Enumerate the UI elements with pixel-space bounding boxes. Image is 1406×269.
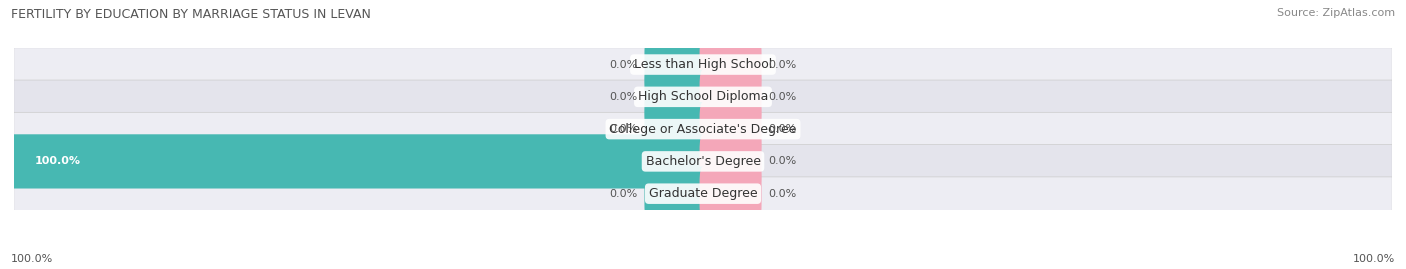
Text: Less than High School: Less than High School xyxy=(634,58,772,71)
FancyBboxPatch shape xyxy=(700,167,762,221)
FancyBboxPatch shape xyxy=(644,37,706,92)
FancyBboxPatch shape xyxy=(14,112,1392,146)
Text: 0.0%: 0.0% xyxy=(769,156,797,167)
Text: 0.0%: 0.0% xyxy=(609,124,637,134)
FancyBboxPatch shape xyxy=(644,70,706,124)
Text: 0.0%: 0.0% xyxy=(769,189,797,199)
FancyBboxPatch shape xyxy=(14,177,1392,210)
FancyBboxPatch shape xyxy=(700,70,762,124)
Text: FERTILITY BY EDUCATION BY MARRIAGE STATUS IN LEVAN: FERTILITY BY EDUCATION BY MARRIAGE STATU… xyxy=(11,8,371,21)
FancyBboxPatch shape xyxy=(14,80,1392,114)
Text: 0.0%: 0.0% xyxy=(609,189,637,199)
FancyBboxPatch shape xyxy=(644,167,706,221)
FancyBboxPatch shape xyxy=(14,48,1392,81)
Text: High School Diploma: High School Diploma xyxy=(638,90,768,103)
Text: 0.0%: 0.0% xyxy=(769,124,797,134)
FancyBboxPatch shape xyxy=(11,134,706,189)
FancyBboxPatch shape xyxy=(700,37,762,92)
Text: 100.0%: 100.0% xyxy=(1353,254,1395,264)
FancyBboxPatch shape xyxy=(700,102,762,156)
Text: Source: ZipAtlas.com: Source: ZipAtlas.com xyxy=(1277,8,1395,18)
Text: 0.0%: 0.0% xyxy=(609,92,637,102)
Text: Bachelor's Degree: Bachelor's Degree xyxy=(645,155,761,168)
FancyBboxPatch shape xyxy=(14,145,1392,178)
FancyBboxPatch shape xyxy=(644,102,706,156)
Text: College or Associate's Degree: College or Associate's Degree xyxy=(609,123,797,136)
Text: 0.0%: 0.0% xyxy=(769,59,797,70)
Text: 100.0%: 100.0% xyxy=(35,156,80,167)
Text: 0.0%: 0.0% xyxy=(769,92,797,102)
Text: 100.0%: 100.0% xyxy=(11,254,53,264)
FancyBboxPatch shape xyxy=(700,134,762,189)
Text: 0.0%: 0.0% xyxy=(609,59,637,70)
Text: Graduate Degree: Graduate Degree xyxy=(648,187,758,200)
